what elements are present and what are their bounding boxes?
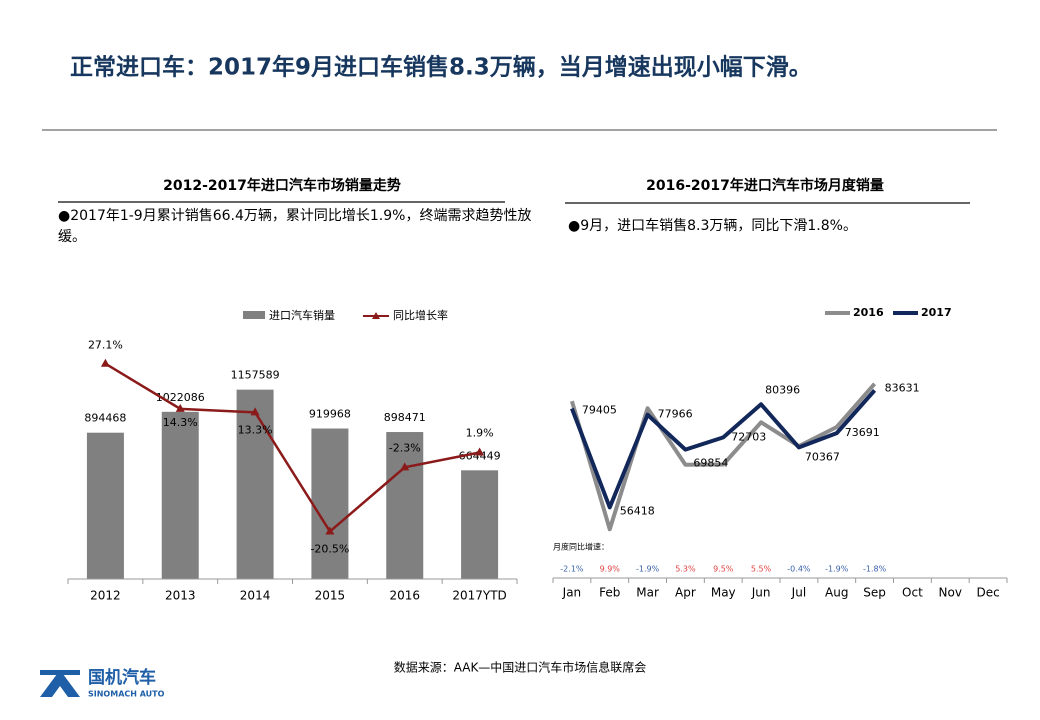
x-tick-label: Nov [939,586,962,600]
legend-marker [372,312,380,319]
growth-marker [475,447,485,456]
x-tick-label: Mar [636,586,659,600]
source: 数据来源：AAK—中国进口汽车市场信息联席会 [394,660,647,675]
bar-value-label: 1157589 [231,369,280,382]
data-label: 56418 [620,504,655,517]
data-label: 83631 [885,381,920,394]
x-tick-label: 2012 [90,589,121,603]
x-tick-label: Jun [751,586,771,600]
growth-label: 27.1% [88,339,123,352]
bar [386,432,424,579]
growth-marker [400,462,410,471]
bar [311,428,349,579]
x-tick-label: 2015 [315,589,346,603]
x-tick-label: Apr [675,586,696,600]
growth-marker [250,407,260,416]
x-tick-label: Feb [599,586,620,600]
series-line [570,389,877,510]
growth-marker [175,403,185,412]
data-label: 73691 [845,426,880,439]
chart-title: 2016-2017年进口汽车市场月度销量 [646,177,884,194]
bar-value-label: 894468 [84,412,126,425]
x-tick-label: 2014 [240,589,271,603]
growth-value: -1.9% [825,565,849,574]
growth-label: -20.5% [310,542,349,555]
x-tick-label: 2013 [165,589,196,603]
x-tick-label: Sep [863,586,886,600]
slide-title: 正常进口车：2017年9月进口车销售8.3万辆，当月增速出现小幅下滑。 [70,54,812,81]
growth-value: -2.1% [560,565,584,574]
legend-label: 同比增长率 [393,308,448,322]
legend-label: 2016 [853,306,884,319]
x-tick-label: Dec [976,586,999,600]
legend-label: 2017 [921,306,952,319]
bar-value-label: 898471 [384,411,426,424]
data-label: 79405 [582,404,617,417]
x-tick-label: Oct [902,586,923,600]
growth-label: -2.3% [389,441,421,454]
data-label: 69854 [693,457,728,470]
growth-label: 1.9% [466,427,494,440]
logo-name: 国机汽车 [88,667,156,688]
x-tick-label: Jul [791,586,806,600]
x-tick-label: 2017YTD [452,589,506,603]
x-tick-label: Aug [825,586,848,600]
series-line [569,382,877,532]
bar-value-label: 664449 [459,449,501,462]
chart-note: ●2017年1-9月累计销售66.4万辆，累计同比增长1.9%，终端需求趋势性放… [58,208,532,245]
x-tick-label: 2016 [389,589,420,603]
data-label: 72703 [731,430,766,443]
bar-value-label: 919968 [309,408,351,421]
growth-label: 14.3% [163,416,198,429]
growth-marker [325,526,335,535]
growth-marker [100,358,110,367]
x-tick-label: May [711,586,736,600]
legend-label: 进口汽车销量 [269,308,335,322]
growth-value: -0.4% [787,565,811,574]
growth-label: 13.3% [238,423,273,436]
bar [86,432,124,579]
chart-title: 2012-2017年进口汽车市场销量走势 [163,177,401,194]
data-label: 77966 [658,408,693,421]
data-label: 70367 [805,450,840,463]
growth-value: 9.5% [713,565,734,574]
growth-row-label: 月度同比增速： [553,542,609,552]
growth-line [104,362,480,534]
bar [461,470,499,579]
growth-value: 9.9% [600,565,621,574]
logo-icon [40,670,80,697]
growth-value: 5.5% [751,565,772,574]
x-tick-label: Jan [562,586,582,600]
data-label: 80396 [765,383,800,396]
bar [161,411,199,579]
growth-value: -1.8% [863,565,887,574]
bar [236,389,274,579]
logo-subtitle: SINOMACH AUTO [88,690,165,699]
legend-swatch [243,311,265,319]
growth-value: -1.9% [636,565,660,574]
growth-value: 5.3% [675,565,696,574]
chart-note: ●9月，进口车销售8.3万辆，同比下滑1.8%。 [568,218,857,234]
